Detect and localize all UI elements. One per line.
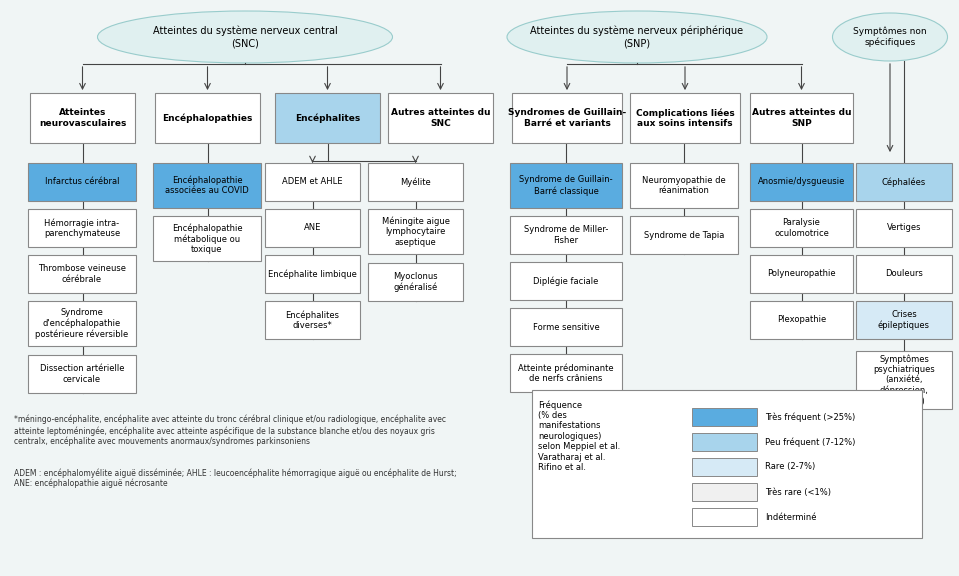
Text: Syndrome
d'encéphalopathie
postérieure réversible: Syndrome d'encéphalopathie postérieure r… [35,308,129,339]
Text: Infarctus cérébral: Infarctus cérébral [45,177,119,187]
Text: *méningo-encéphalite, encéphalite avec atteinte du tronc cérébral clinique et/ou: *méningo-encéphalite, encéphalite avec a… [14,415,446,446]
Text: Anosmie/dysgueusie: Anosmie/dysgueusie [758,177,845,187]
Text: Atteintes du système nerveux périphérique
(SNP): Atteintes du système nerveux périphériqu… [530,26,743,48]
Text: Syndrome de Miller-
Fisher: Syndrome de Miller- Fisher [524,225,608,245]
Bar [856,351,952,409]
Bar [388,93,493,143]
Bar [265,209,360,247]
Bar [856,301,952,339]
Bar [28,255,136,293]
Text: Hémorragie intra-
parenchymateuse: Hémorragie intra- parenchymateuse [44,218,120,238]
Bar [28,355,136,393]
Text: Dissection artérielle
cervicale: Dissection artérielle cervicale [39,364,125,384]
Bar [153,216,261,261]
Text: Atteintes
neurovasculaires: Atteintes neurovasculaires [38,108,127,128]
Ellipse shape [507,11,767,63]
Text: Paralysie
oculomotrice: Paralysie oculomotrice [774,218,829,238]
Text: Polyneuropathie: Polyneuropathie [767,270,836,279]
Text: Très rare (<1%): Très rare (<1%) [765,487,831,497]
Text: Encéphalopathie
associées au COVID: Encéphalopathie associées au COVID [165,176,249,195]
Text: Symptômes non
spécifiques: Symptômes non spécifiques [854,26,926,47]
Text: Vertiges: Vertiges [887,223,922,233]
Text: Syndromes de Guillain-
Barré et variants: Syndromes de Guillain- Barré et variants [508,108,626,128]
Text: Forme sensitive: Forme sensitive [532,323,599,332]
Bar [368,209,463,254]
Text: Atteintes du système nerveux central
(SNC): Atteintes du système nerveux central (SN… [152,26,338,48]
Text: Encéphalite limbique: Encéphalite limbique [269,269,357,279]
Bar [856,163,952,201]
Bar [265,301,360,339]
Bar [750,255,853,293]
Bar [368,263,463,301]
Bar [275,93,380,143]
Bar [510,354,622,392]
Bar [265,255,360,293]
Text: Thrombose veineuse
cérébrale: Thrombose veineuse cérébrale [38,264,126,284]
Bar [28,209,136,247]
Text: Myoclonus
généralisé: Myoclonus généralisé [393,272,438,292]
Text: Méningite aigue
lymphocytaire
aseptique: Méningite aigue lymphocytaire aseptique [382,217,450,247]
Text: Autres atteintes du
SNP: Autres atteintes du SNP [752,108,852,128]
Bar [630,93,740,143]
Bar [368,163,463,201]
Bar [750,163,853,201]
Text: Douleurs: Douleurs [885,270,923,279]
Text: Atteinte prédominante
de nerfs crâniens: Atteinte prédominante de nerfs crâniens [518,363,614,383]
Bar [512,93,622,143]
Bar [510,262,622,300]
Text: Indéterminé: Indéterminé [765,513,816,521]
Text: Complications liées
aux soins intensifs: Complications liées aux soins intensifs [636,108,735,128]
Bar [692,408,757,426]
Ellipse shape [98,11,392,63]
Bar [750,93,853,143]
Text: Symptômes
psychiatriques
(anxiété,
dépression,
psychose): Symptômes psychiatriques (anxiété, dépre… [873,354,935,406]
Text: Autres atteintes du
SNC: Autres atteintes du SNC [390,108,490,128]
Bar [856,255,952,293]
Text: Peu fréquent (7-12%): Peu fréquent (7-12%) [765,437,855,447]
Text: Plexopathie: Plexopathie [777,316,826,324]
Bar [692,483,757,501]
Text: Encéphalites: Encéphalites [294,113,361,123]
Bar [750,301,853,339]
Bar [630,163,738,208]
Bar [28,163,136,201]
Bar [153,163,261,208]
Text: Diplégie faciale: Diplégie faciale [533,276,598,286]
Bar [630,216,738,254]
Text: ADEM et AHLE: ADEM et AHLE [282,177,342,187]
Text: Encéphalopathies: Encéphalopathies [162,113,252,123]
Bar [510,163,622,208]
Bar [532,390,922,538]
Bar [265,163,360,201]
Bar [28,301,136,346]
Text: Céphalées: Céphalées [882,177,926,187]
Ellipse shape [832,13,947,61]
Text: Fréquence
(% des
manifestations
neurologiques)
selon Meppiel et al.
Varatharaj e: Fréquence (% des manifestations neurolog… [538,400,620,472]
Text: Encéphalites
diverses*: Encéphalites diverses* [286,310,339,330]
Text: Encéphalopathie
métabolique ou
toxique: Encéphalopathie métabolique ou toxique [172,223,243,254]
Text: Myélite: Myélite [400,177,431,187]
Bar [750,209,853,247]
Text: Très fréquent (>25%): Très fréquent (>25%) [765,412,855,422]
Text: Rare (2-7%): Rare (2-7%) [765,463,815,472]
Bar [155,93,260,143]
Text: ANE: ANE [304,223,321,233]
Bar [510,308,622,346]
Text: Syndrome de Tapia: Syndrome de Tapia [643,230,724,240]
Text: Syndrome de Guillain-
Barré classique: Syndrome de Guillain- Barré classique [519,176,613,195]
Bar [30,93,135,143]
Bar [692,458,757,476]
Bar [692,508,757,526]
Text: Crises
épileptiques: Crises épileptiques [878,310,930,330]
Bar [692,433,757,451]
Bar [510,216,622,254]
Text: ADEM : encéphalomyélite aiguë disséminée; AHLE : leucoencéphalite hémorragique a: ADEM : encéphalomyélite aiguë disséminée… [14,468,456,488]
Text: Neuromyopathie de
réanimation: Neuromyopathie de réanimation [643,176,726,195]
Bar [856,209,952,247]
